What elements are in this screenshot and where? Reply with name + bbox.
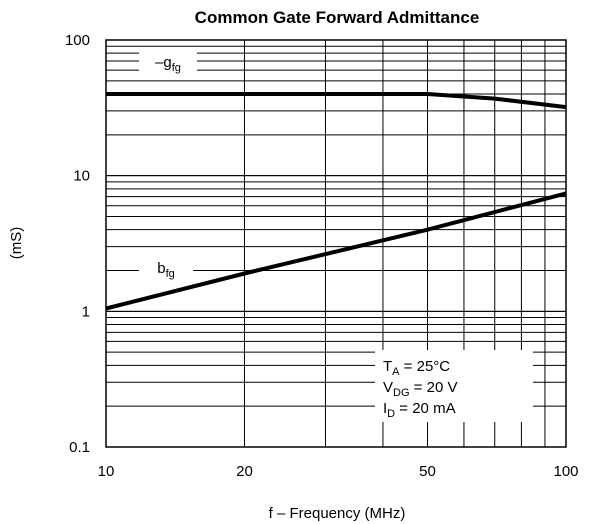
series-label-gfg: –gfg xyxy=(155,54,181,74)
y-tick-label: 10 xyxy=(73,168,90,185)
series-label-bfg: bfg xyxy=(157,260,175,280)
condition-line: VDG = 20 V xyxy=(383,379,457,399)
series-label-bg xyxy=(139,257,193,281)
series-label-bg xyxy=(139,51,197,75)
series-labels: –gfg bfg xyxy=(139,51,197,281)
x-tick-label: 10 xyxy=(98,463,115,480)
data-series xyxy=(105,92,567,311)
series-line-bfg xyxy=(105,191,567,311)
y-tick-label: 1 xyxy=(82,303,90,320)
tick-labels: 10 20 50 100 0.1 1 10 100 xyxy=(65,32,579,480)
y-axis-label: (mS) xyxy=(8,227,25,260)
plot-frame xyxy=(105,39,567,448)
x-tick-label: 20 xyxy=(236,463,253,480)
y-tick-label: 0.1 xyxy=(69,439,90,456)
x-axis-label: f – Frequency (MHz) xyxy=(269,505,406,522)
grid-lines xyxy=(106,40,566,447)
condition-line: ID = 20 mA xyxy=(383,400,456,420)
condition-line: TA = 25°C xyxy=(383,358,450,378)
y-tick-label: 100 xyxy=(65,32,90,49)
series-line-gfg xyxy=(106,92,567,110)
conditions-bg xyxy=(375,350,533,422)
x-tick-label: 50 xyxy=(419,463,436,480)
chart-title: Common Gate Forward Admittance xyxy=(195,8,480,27)
x-tick-label: 100 xyxy=(553,463,578,480)
